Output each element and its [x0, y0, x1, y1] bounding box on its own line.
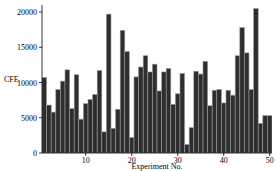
- bar: [263, 116, 268, 153]
- bar: [120, 30, 125, 153]
- bar: [217, 90, 222, 153]
- y-axis: [42, 5, 43, 153]
- bar: [83, 104, 88, 153]
- bar: [125, 52, 130, 153]
- bar: [267, 116, 272, 153]
- y-tick-label: 20000: [17, 8, 37, 17]
- bar: [97, 71, 102, 153]
- bar: [143, 56, 148, 153]
- bar: [258, 123, 263, 153]
- y-tick: [39, 12, 42, 13]
- bar: [226, 90, 231, 153]
- bar: [221, 103, 226, 153]
- bar: [254, 9, 259, 153]
- bar: [74, 75, 79, 153]
- bar: [189, 128, 194, 153]
- bar: [185, 145, 190, 153]
- bar: [166, 68, 171, 153]
- bar: [162, 72, 167, 153]
- bar: [51, 112, 56, 153]
- bar: [56, 90, 61, 153]
- bar: [60, 81, 65, 153]
- bar: [194, 71, 199, 153]
- bar: [65, 70, 70, 153]
- y-tick: [39, 47, 42, 48]
- x-axis: [42, 153, 272, 154]
- bar: [240, 28, 245, 153]
- bar: [203, 61, 208, 153]
- y-tick: [39, 117, 42, 118]
- bar: [235, 56, 240, 153]
- y-tick: [39, 153, 42, 154]
- bar: [116, 109, 121, 153]
- bar: [231, 95, 236, 153]
- bar: [111, 128, 116, 153]
- bar: [244, 53, 249, 153]
- bar: [47, 105, 52, 153]
- bar: [106, 14, 111, 153]
- bar: [139, 67, 144, 153]
- bar: [93, 95, 98, 153]
- bar: [208, 106, 213, 153]
- bar: [212, 90, 217, 153]
- bar: [129, 137, 134, 153]
- bar: [249, 90, 254, 153]
- bar: [171, 104, 176, 153]
- y-tick-label: 0: [33, 149, 37, 158]
- chart-container: 050001000015000200001020304050Experiment…: [0, 0, 277, 171]
- bar: [134, 77, 139, 153]
- bar: [180, 73, 185, 153]
- x-tick-label: 50: [266, 156, 274, 165]
- bar: [175, 94, 180, 153]
- bars: [42, 9, 272, 153]
- y-tick-label: 5000: [21, 114, 37, 123]
- y-tick: [39, 82, 42, 83]
- x-tick-label: 10: [82, 156, 90, 165]
- bar: [198, 74, 203, 153]
- bar: [79, 119, 84, 153]
- bar: [70, 109, 75, 153]
- x-tick-label: 40: [220, 156, 228, 165]
- bar: [88, 99, 93, 153]
- y-tick-label: 15000: [17, 43, 37, 52]
- x-axis-label: Experiment No.: [131, 162, 182, 171]
- y-axis-label: CFE: [4, 75, 19, 84]
- bar: [102, 132, 107, 153]
- chart-svg: 050001000015000200001020304050Experiment…: [0, 0, 277, 171]
- y-tick-label: 10000: [17, 79, 37, 88]
- bar: [157, 91, 162, 153]
- bar: [42, 78, 47, 153]
- bar: [152, 64, 157, 153]
- bar: [148, 72, 153, 153]
